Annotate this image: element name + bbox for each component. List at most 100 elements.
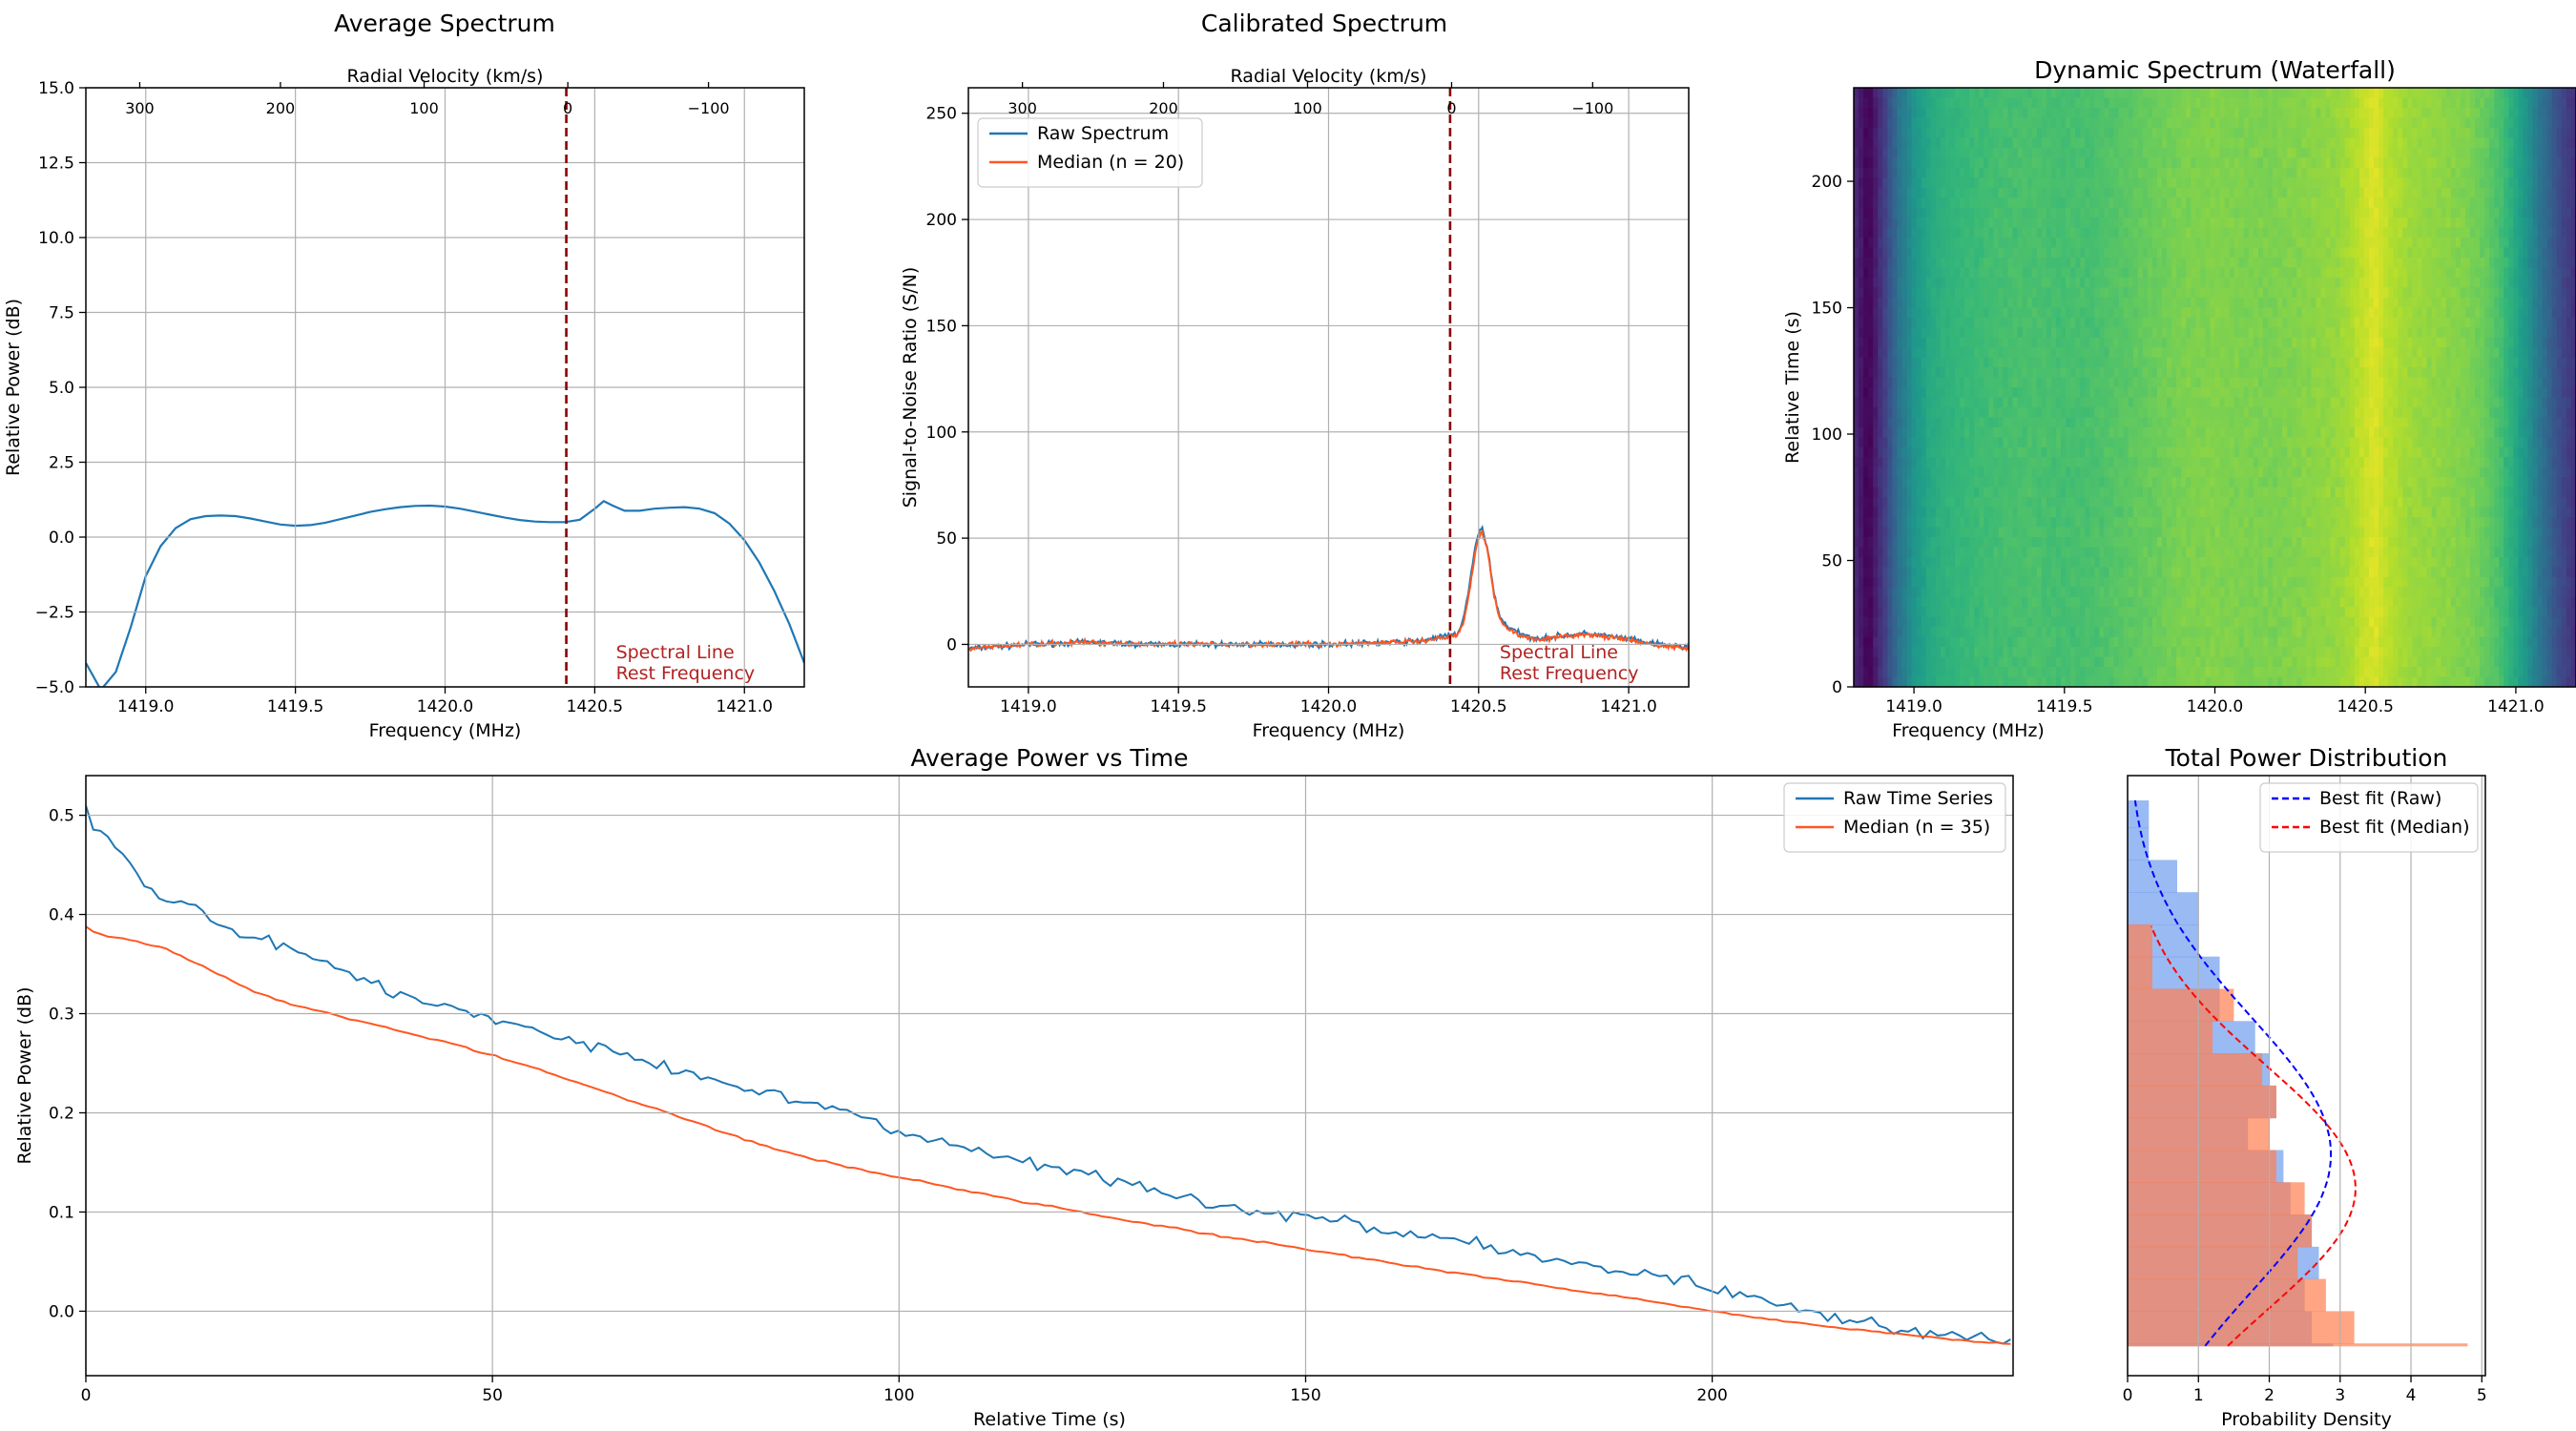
heatmap-cell	[2210, 417, 2216, 428]
heatmap-cell	[2176, 97, 2182, 109]
heatmap-cell	[1935, 406, 1942, 418]
heatmap-cell	[2104, 267, 2110, 279]
heatmap-cell	[2026, 197, 2033, 209]
heatmap-cell	[1979, 337, 1984, 348]
heatmap-cell	[2012, 117, 2019, 129]
heatmap-cell	[2055, 467, 2062, 478]
heatmap-cell	[1984, 487, 1989, 498]
heatmap-cell	[2022, 257, 2028, 268]
heatmap-cell	[2012, 317, 2019, 328]
heatmap-cell	[2186, 656, 2192, 668]
heatmap-cell	[1935, 616, 1942, 628]
heatmap-cell	[2085, 347, 2090, 359]
heatmap-cell	[1882, 238, 1888, 249]
heatmap-cell	[2099, 347, 2106, 359]
heatmap-cell	[1984, 97, 1989, 109]
heatmap-cell	[2099, 417, 2106, 428]
heatmap-cell	[2147, 238, 2153, 249]
heatmap-cell	[2214, 177, 2221, 189]
heatmap-cell	[1940, 676, 1946, 688]
heatmap-cell	[2022, 497, 2028, 508]
heatmap-cell	[2109, 487, 2115, 498]
heatmap-cell	[2191, 406, 2196, 418]
heatmap-cell	[2050, 177, 2057, 189]
heatmap-cell	[1979, 556, 1984, 568]
heatmap-cell	[1878, 218, 1883, 229]
heatmap-cell	[1969, 616, 1975, 628]
heatmap-cell	[2156, 527, 2163, 538]
heatmap-cell	[2147, 218, 2153, 229]
heatmap-cell	[1993, 127, 1999, 138]
heatmap-cell	[2176, 307, 2182, 319]
heatmap-cell	[2176, 676, 2182, 688]
heatmap-cell	[1897, 636, 1903, 648]
heatmap-cell	[2128, 377, 2134, 388]
heatmap-cell	[2161, 367, 2168, 379]
heatmap-cell	[2036, 497, 2043, 508]
heatmap-cell	[2181, 656, 2187, 668]
heatmap-cell	[1906, 277, 1913, 288]
heatmap-cell	[2031, 337, 2038, 348]
heatmap-cell	[2099, 537, 2106, 549]
heatmap-cell	[1940, 157, 1946, 169]
heatmap-cell	[2055, 137, 2062, 149]
heatmap-cell	[2031, 227, 2038, 238]
heatmap-cell	[2089, 477, 2095, 488]
heatmap-cell	[2080, 616, 2086, 628]
heatmap-cell	[2017, 187, 2024, 198]
heatmap-cell	[1974, 327, 1980, 339]
heatmap-cell	[2007, 267, 2014, 279]
heatmap-cell	[2167, 426, 2172, 438]
heatmap-cell	[2210, 337, 2216, 348]
heatmap-cell	[2089, 127, 2095, 138]
heatmap-cell	[2080, 238, 2086, 249]
heatmap-cell	[2094, 167, 2100, 178]
heatmap-cell	[2176, 387, 2182, 399]
heatmap-cell	[2151, 347, 2158, 359]
heatmap-cell	[2061, 207, 2067, 218]
heatmap-cell	[1921, 397, 1927, 408]
heatmap-cell	[1868, 596, 1874, 608]
heatmap-cell	[2041, 497, 2047, 508]
heatmap-cell	[2041, 127, 2047, 138]
heatmap-cell	[2224, 97, 2231, 109]
heatmap-cell	[1949, 177, 1956, 189]
heatmap-cell	[1954, 616, 1961, 628]
heatmap-cell	[1949, 257, 1956, 268]
heatmap-cell	[2094, 227, 2100, 238]
heatmap-cell	[1925, 387, 1932, 399]
heatmap-cell	[1878, 437, 1883, 448]
heatmap-cell	[1906, 457, 1913, 468]
heatmap-cell	[1988, 607, 1994, 618]
heatmap-cell	[2142, 277, 2149, 288]
heatmap-cell	[2167, 377, 2172, 388]
heatmap-cell	[1873, 327, 1879, 339]
heatmap-cell	[2137, 537, 2144, 549]
heatmap-cell	[1901, 367, 1908, 379]
heatmap-cell	[2017, 137, 2024, 149]
heatmap-cell	[2176, 317, 2182, 328]
heatmap-cell	[2075, 467, 2081, 478]
heatmap-cell	[1925, 587, 1932, 598]
heatmap-cell	[2080, 347, 2086, 359]
heatmap-cell	[2099, 247, 2106, 259]
heatmap-cell	[2128, 647, 2134, 658]
heatmap-cell	[2003, 527, 2009, 538]
heatmap-cell	[2156, 97, 2163, 109]
spectrum-line	[86, 499, 804, 687]
heatmap-cell	[2036, 218, 2043, 229]
heatmap-cell	[2109, 267, 2115, 279]
heatmap-cell	[2022, 107, 2028, 118]
heatmap-cell	[1887, 367, 1893, 379]
heatmap-cell	[2238, 426, 2245, 438]
heatmap-cell	[2046, 576, 2052, 588]
heatmap-cell	[2219, 647, 2226, 658]
heatmap-cell	[2147, 576, 2153, 588]
heatmap-cell	[1859, 117, 1864, 129]
heatmap-cell	[2003, 417, 2009, 428]
heatmap-cell	[1979, 467, 1984, 478]
heatmap-cell	[2046, 207, 2052, 218]
heatmap-cell	[1892, 277, 1899, 288]
heatmap-cell	[2104, 327, 2110, 339]
heatmap-cell	[2161, 487, 2168, 498]
